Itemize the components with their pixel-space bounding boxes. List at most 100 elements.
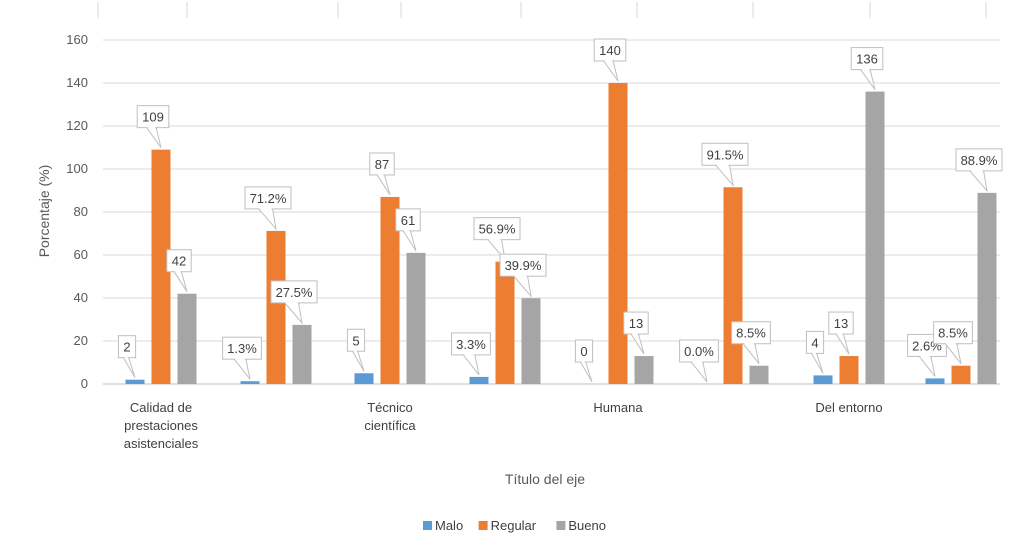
data-label: 13 <box>828 311 854 355</box>
bar-malo <box>240 381 260 384</box>
data-label-pointer <box>859 69 876 90</box>
data-label-text: 5 <box>352 333 359 348</box>
data-label-text: 42 <box>172 254 186 269</box>
data-label-text: 71.2% <box>250 191 287 206</box>
data-label-pointer <box>257 208 277 231</box>
data-label-pointer <box>579 361 593 383</box>
data-label-text: 136 <box>856 52 878 67</box>
bar-regular <box>951 365 971 384</box>
x-category-label: Humana <box>593 400 643 415</box>
data-label-pointer <box>630 333 645 355</box>
data-label-text: 56.9% <box>479 222 516 237</box>
y-tick-label: 0 <box>81 376 88 391</box>
data-label-pointer <box>462 354 480 376</box>
data-label: 1.3% <box>222 336 262 380</box>
bar-regular <box>608 83 628 384</box>
legend-swatch-regular <box>478 521 488 530</box>
data-label-text: 61 <box>401 213 415 228</box>
bar-malo <box>925 378 945 384</box>
bar-bueno <box>749 365 769 384</box>
data-label-pointer <box>122 357 136 378</box>
legend-label-malo: Malo <box>435 518 463 533</box>
data-label-pointer <box>944 343 962 365</box>
data-label: 2 <box>117 335 137 378</box>
gridlines <box>103 39 1000 385</box>
y-tick-label: 160 <box>66 32 88 47</box>
data-labels: 2 1.3%5 3.3% 0 0.0%4 2.6%10971.2%8756.9%14091… <box>117 38 1003 383</box>
x-category-label: Del entorno <box>815 400 882 415</box>
data-label: 0.0% <box>679 339 719 383</box>
bar-regular <box>723 187 743 384</box>
data-label: 8.5% <box>933 321 973 365</box>
data-label: 0 <box>574 339 594 383</box>
data-label-text: 2 <box>123 340 130 355</box>
y-tick-label: 140 <box>66 75 88 90</box>
data-label: 27.5% <box>270 280 318 325</box>
data-label-text: 87 <box>375 157 389 172</box>
bar-regular <box>495 261 515 384</box>
data-label: 61 <box>395 208 421 252</box>
data-label-text: 8.5% <box>938 326 968 341</box>
data-label-pointer <box>968 170 988 193</box>
data-label: 136 <box>850 47 884 90</box>
legend-label-bueno: Bueno <box>568 518 606 533</box>
legend-swatch-malo <box>423 521 432 530</box>
data-label-pointer <box>402 230 417 252</box>
legend-swatch-bueno <box>556 521 566 530</box>
bar-malo <box>813 375 833 384</box>
data-label-pointer <box>602 60 619 82</box>
y-axis-ticks: 0 20 40 60 80 100 120 140 160 <box>66 32 88 391</box>
data-label-pointer <box>918 355 936 377</box>
y-tick-label: 100 <box>66 161 88 176</box>
bar-bueno <box>177 293 197 384</box>
data-label-text: 4 <box>811 335 818 350</box>
data-label: 13 <box>623 311 649 355</box>
data-label: 140 <box>593 38 627 82</box>
data-label-pointer <box>742 343 760 365</box>
x-category-label: Calidad de prestaciones asistenciales <box>124 400 199 451</box>
bar-malo <box>125 379 145 384</box>
data-label: 71.2% <box>244 186 292 231</box>
data-label-text: 27.5% <box>276 285 313 300</box>
data-label-text: 0.0% <box>684 344 714 359</box>
bar-regular <box>151 149 171 384</box>
data-label-pointer <box>835 333 850 355</box>
bar-regular <box>839 356 859 384</box>
data-label: 109 <box>136 105 170 148</box>
data-label-text: 109 <box>142 110 164 125</box>
data-label-pointer <box>690 361 708 383</box>
data-label: 91.5% <box>701 142 749 187</box>
y-tick-label: 60 <box>74 247 88 262</box>
data-label-text: 88.9% <box>961 153 998 168</box>
data-label: 88.9% <box>955 148 1003 193</box>
data-label: 8.5% <box>731 321 771 365</box>
data-label: 42 <box>166 249 192 292</box>
data-label-text: 13 <box>629 316 643 331</box>
data-label-pointer <box>810 352 824 374</box>
bar-regular <box>266 230 286 384</box>
y-tick-label: 40 <box>74 290 88 305</box>
x-axis-title: Título del eje <box>505 471 585 487</box>
data-label-pointer <box>376 174 391 196</box>
data-label-text: 0 <box>580 344 587 359</box>
data-label-pointer <box>283 302 303 325</box>
bars <box>125 83 997 384</box>
y-tick-label: 120 <box>66 118 88 133</box>
bar-bueno <box>634 356 654 384</box>
data-label: 56.9% <box>473 217 521 262</box>
bar-malo <box>469 376 489 384</box>
bar-bueno <box>977 192 997 384</box>
data-label-text: 8.5% <box>736 326 766 341</box>
bar-bueno <box>406 252 426 384</box>
data-label-pointer <box>714 164 734 187</box>
data-label-text: 140 <box>599 43 621 58</box>
legend: Malo Regular Bueno <box>423 518 606 533</box>
data-label: 5 <box>346 328 366 372</box>
x-category-label: Técnico científica <box>364 400 416 433</box>
data-label-pointer <box>145 127 162 148</box>
bar-bueno <box>292 324 312 384</box>
data-label: 87 <box>369 152 395 196</box>
bar-bueno <box>865 91 885 384</box>
